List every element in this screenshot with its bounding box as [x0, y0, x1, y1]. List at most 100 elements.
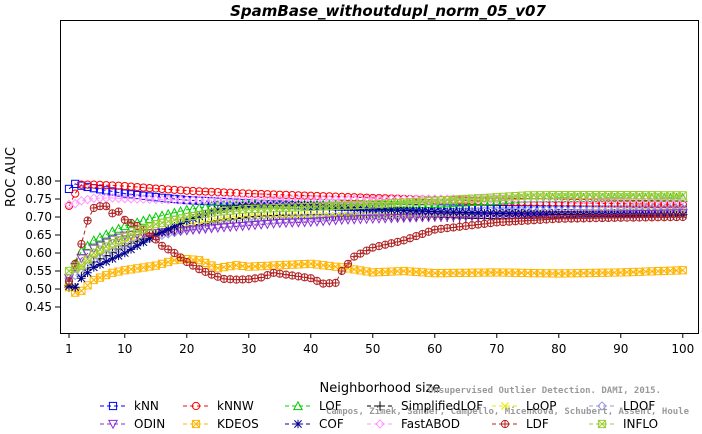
data-point-ldf: [102, 202, 110, 210]
data-point-ldf: [77, 240, 85, 248]
legend-item-kdeos: KDEOS: [183, 417, 259, 431]
data-point-knnw: [616, 199, 625, 208]
data-point-odin: [194, 225, 205, 235]
data-point-cof: [71, 283, 80, 292]
y-tick-label: 0.80: [25, 174, 52, 188]
data-point-knnw: [120, 181, 129, 191]
y-axis-label: ROC AUC: [4, 147, 19, 207]
data-point-knnw: [238, 189, 247, 198]
data-point-knnw: [660, 200, 669, 209]
legend-marker-kdeos: [191, 419, 201, 429]
data-point-cof: [467, 208, 477, 217]
data-point-cof: [164, 225, 173, 234]
data-point-kdeos: [678, 266, 687, 275]
data-point-knn: [145, 192, 154, 201]
legend-marker-simplifiedlof: [375, 401, 385, 411]
y-tick-label: 0.50: [25, 282, 52, 296]
data-point-knnw: [269, 190, 278, 199]
data-point-fastabod: [206, 195, 217, 205]
data-point-fastabod: [175, 195, 186, 205]
data-point-cof: [523, 209, 532, 219]
data-point-cof: [157, 227, 167, 237]
data-point-ldf: [400, 236, 408, 244]
data-point-knnw: [647, 199, 656, 209]
credit-line-1: Campos, Zimek, Sander, Campello, Micenko…: [326, 406, 690, 417]
data-point-cof: [213, 205, 222, 214]
data-point-knnw: [164, 185, 173, 194]
data-point-ldf: [177, 253, 185, 262]
x-tick-label: 50: [365, 342, 380, 356]
data-point-odin: [268, 219, 279, 229]
data-point-fastabod: [150, 194, 161, 205]
data-point-odin: [373, 214, 385, 224]
data-point-cof: [350, 203, 359, 212]
y-tick-label: 0.70: [25, 210, 52, 224]
legend-marker-loop: [501, 402, 509, 410]
data-point-fastabod: [107, 193, 118, 203]
chart-title: SpamBase_withoutdupl_norm_05_v07: [230, 2, 546, 20]
data-point-cof: [486, 209, 495, 218]
data-point-knnw: [108, 181, 117, 190]
data-point-ldf: [121, 216, 129, 224]
data-point-odin: [243, 221, 254, 231]
data-point-knnw: [176, 186, 185, 195]
data-point-ldf: [214, 273, 222, 281]
data-point-cof: [226, 203, 235, 213]
data-point-cof: [517, 209, 526, 219]
data-point-cof: [77, 274, 86, 283]
data-point-cof: [492, 209, 501, 218]
data-point-knnw: [83, 180, 92, 189]
data-point-cof: [511, 209, 520, 218]
data-point-knn: [139, 191, 148, 200]
data-point-knnw: [672, 200, 681, 209]
y-tick-label: 0.55: [25, 264, 52, 278]
data-point-knnw: [102, 181, 111, 190]
data-point-ldf: [425, 228, 433, 236]
data-point-ldf: [257, 273, 265, 282]
data-point-ldf: [115, 208, 123, 216]
data-point-cof: [83, 268, 92, 277]
data-point-odin: [218, 223, 230, 233]
data-point-cof: [95, 260, 105, 269]
data-point-cof: [232, 202, 241, 212]
legend-marker-cof: [293, 419, 303, 429]
data-point-knnw: [579, 198, 588, 208]
data-point-ldf: [195, 265, 203, 273]
data-point-cof: [405, 206, 415, 215]
data-point-cof: [480, 208, 489, 218]
data-point-odin: [342, 215, 354, 225]
data-point-knnw: [635, 199, 644, 208]
data-point-cof: [560, 210, 570, 219]
data-point-knnw: [139, 183, 148, 192]
data-point-cof: [529, 209, 539, 219]
data-point-odin: [349, 215, 360, 225]
data-point-odin: [386, 214, 397, 224]
legend-label-knnw: kNNW: [217, 399, 254, 413]
data-point-cof: [393, 205, 402, 215]
data-point-knnw: [275, 190, 284, 199]
legend-marker-odin: [107, 419, 119, 430]
legend-label-simplifiedlof: SimplifiedLOF: [401, 399, 483, 413]
series-inflo: [64, 190, 687, 276]
data-point-cof: [139, 238, 148, 247]
x-axis: 1 10 20 30 40 50 60 70 80 90 100: [65, 333, 694, 356]
data-point-fastabod: [119, 193, 130, 204]
data-point-knn: [71, 179, 80, 188]
data-point-fastabod: [212, 195, 223, 205]
data-point-cof: [294, 200, 303, 209]
data-point-ldf: [263, 271, 271, 279]
data-point-knnw: [201, 187, 210, 196]
data-point-cof: [207, 207, 216, 217]
data-point-ldf: [189, 262, 197, 270]
data-point-ldf: [344, 260, 352, 268]
data-point-knn: [64, 184, 74, 194]
legend-label-inflo: INFLO: [623, 417, 658, 431]
data-point-fastabod: [113, 193, 124, 204]
data-point-ldf: [332, 279, 340, 287]
x-tick-label: 10: [117, 342, 132, 356]
data-point-cof: [554, 210, 563, 219]
legend-item-inflo: INFLO: [589, 417, 658, 431]
x-tick-label: 20: [179, 342, 194, 356]
data-point-cof: [430, 207, 439, 216]
